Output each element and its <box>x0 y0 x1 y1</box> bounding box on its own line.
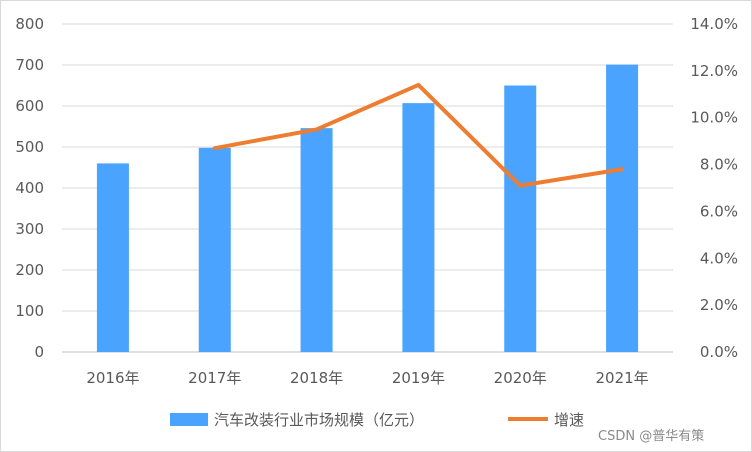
right-axis-tick-label: 14.0% <box>690 15 738 33</box>
right-axis-tick-label: 10.0% <box>690 109 738 127</box>
x-axis-tick-label: 2016年 <box>86 369 139 387</box>
left-axis-tick-label: 800 <box>15 15 44 33</box>
x-axis-tick-label: 2019年 <box>392 369 445 387</box>
bar <box>198 147 231 352</box>
growth-line <box>212 82 625 188</box>
left-axis-tick-label: 100 <box>15 302 44 320</box>
watermark: CSDN @普华有策 <box>598 428 704 444</box>
left-axis-tick-label: 200 <box>15 261 44 279</box>
right-axis-ticks: 0.0% 2.0% 4.0% 6.0% 8.0% 10.0% 12.0% 14.0% <box>690 15 738 361</box>
right-axis-tick-label: 2.0% <box>700 296 738 314</box>
right-axis-tick-label: 4.0% <box>700 249 738 267</box>
right-axis-tick-label: 0.0% <box>700 343 738 361</box>
bar <box>300 128 333 352</box>
bar <box>402 103 435 352</box>
left-axis-tick-label: 500 <box>15 138 44 156</box>
bar-series <box>96 64 639 352</box>
gridlines <box>62 23 673 353</box>
left-axis-tick-label: 600 <box>15 97 44 115</box>
x-axis-tick-label: 2017年 <box>188 369 241 387</box>
bar <box>96 163 129 352</box>
x-axis-tick-label: 2021年 <box>595 369 648 387</box>
right-axis-tick-label: 8.0% <box>700 156 738 174</box>
right-axis-tick-label: 6.0% <box>700 202 738 220</box>
right-axis-tick-label: 12.0% <box>690 62 738 80</box>
x-axis-tick-label: 2018年 <box>290 369 343 387</box>
left-axis-tick-label: 400 <box>15 179 44 197</box>
legend-bar-swatch <box>170 413 208 426</box>
bar <box>606 64 639 352</box>
x-axis-tick-label: 2020年 <box>494 369 547 387</box>
legend: 汽车改装行业市场规模（亿元） 增速 <box>170 411 584 429</box>
left-axis-tick-label: 700 <box>15 56 44 74</box>
legend-bar-label: 汽车改装行业市场规模（亿元） <box>214 411 424 429</box>
left-axis-ticks: 0 100 200 300 400 500 600 700 800 <box>15 15 44 361</box>
x-axis-ticks: 2016年 2017年 2018年 2019年 2020年 2021年 <box>86 369 648 387</box>
legend-line-label: 增速 <box>554 411 584 429</box>
left-axis-tick-label: 300 <box>15 220 44 238</box>
line-series <box>212 82 625 188</box>
bar <box>504 85 537 352</box>
left-axis-tick-label: 0 <box>34 343 44 361</box>
